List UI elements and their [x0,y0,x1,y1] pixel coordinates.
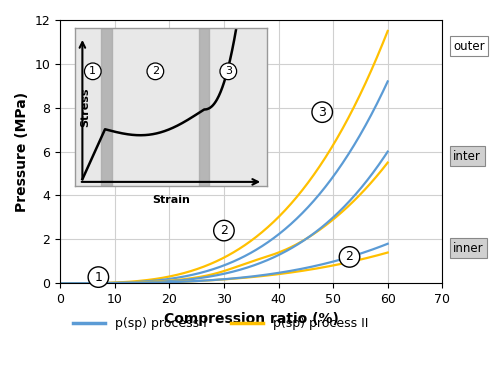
X-axis label: Compression ratio (%): Compression ratio (%) [164,312,338,326]
Text: 1: 1 [94,271,102,284]
Text: 3: 3 [318,106,326,119]
Text: 2: 2 [346,251,354,263]
Y-axis label: Pressure (MPa): Pressure (MPa) [15,91,29,212]
Text: inner: inner [453,242,484,255]
Text: outer: outer [453,40,485,53]
Legend: p(sp) process I, p(sp) process II: p(sp) process I, p(sp) process II [68,312,373,335]
Text: 2: 2 [220,224,228,237]
Text: inter: inter [453,149,481,163]
